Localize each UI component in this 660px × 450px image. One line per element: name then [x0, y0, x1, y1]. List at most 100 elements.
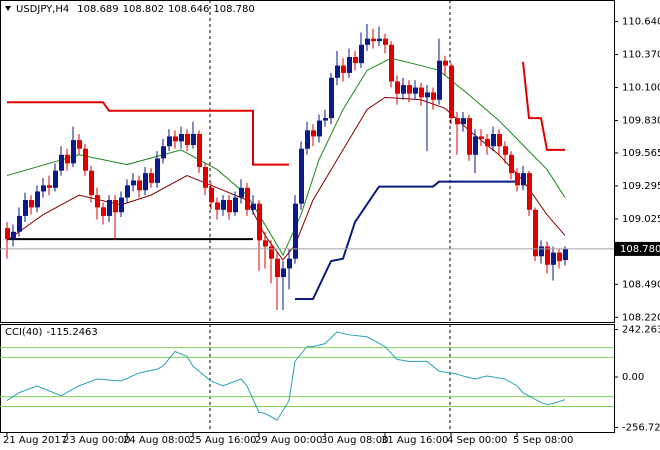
candle-body [371, 38, 376, 42]
candle-body [179, 134, 184, 142]
y-tick-label: 242.2636 [622, 324, 660, 335]
x-tick-label: 30 Aug 08:00 [321, 435, 388, 446]
candle-body [59, 154, 64, 171]
y-tick-label: 110.100 [622, 83, 660, 94]
header-high: 108.802 [123, 4, 164, 15]
candle-body [503, 146, 508, 155]
candle-body [17, 215, 22, 232]
candle-body [407, 85, 412, 94]
candle-body [89, 170, 94, 196]
candle-body [521, 173, 526, 186]
candle-body [257, 203, 262, 241]
candle-body [383, 38, 388, 45]
y-tick-label: 109.565 [622, 148, 660, 159]
current-price-label: 108.780 [620, 244, 660, 255]
indicator-line [7, 61, 565, 166]
candle-body [29, 200, 34, 208]
candle-body [119, 197, 124, 213]
candle-body [497, 134, 502, 147]
candle-body [185, 134, 190, 146]
candle-body [299, 148, 304, 204]
header-low: 108.646 [168, 4, 209, 15]
candle-body [83, 148, 88, 171]
indicator-title: CCI(40) [5, 327, 43, 338]
candle-body [389, 44, 394, 82]
candle-body [203, 167, 208, 188]
candle-body [47, 185, 52, 188]
y-tick-label: 108.490 [622, 279, 660, 290]
candle-body [77, 140, 82, 149]
candle-body [65, 154, 70, 164]
candle-body [431, 92, 436, 100]
candle-body [461, 118, 466, 125]
indicator-header: CCI(40) -115.2463 [5, 327, 98, 338]
x-tick-label: 4 Sep 00:00 [447, 435, 507, 446]
indicator-line [6, 57, 566, 257]
candle-body [221, 200, 226, 210]
header-open: 108.689 [77, 4, 118, 15]
current-price-tag [614, 241, 660, 256]
candle-body [437, 60, 442, 100]
candle-body [197, 134, 202, 168]
candle-body [527, 173, 532, 210]
menu-arrow [5, 6, 11, 11]
candle-body [341, 65, 346, 73]
y-tick-label: 109.830 [622, 116, 660, 127]
candle-body [401, 85, 406, 94]
candle-body [515, 173, 520, 186]
candle-body [5, 228, 10, 240]
y-tick-label: 108.220 [622, 312, 660, 323]
chart-header: USDJPY,H4 108.689 108.802 108.646 108.780 [16, 4, 255, 15]
candle-body [35, 191, 40, 208]
indicator-line [295, 180, 517, 301]
y-tick-label: 110.640 [622, 17, 660, 28]
candle-body [551, 252, 556, 265]
y-tick-label: 109.025 [622, 214, 660, 225]
candle-body [473, 136, 478, 155]
candle-body [53, 170, 58, 188]
candle-body [323, 118, 328, 121]
x-tick-label: 21 Aug 2017 [3, 435, 67, 446]
candle-body [449, 65, 454, 119]
candle-body [359, 44, 364, 64]
candle-body [491, 134, 496, 147]
candle-body [23, 200, 28, 216]
candle-body [311, 130, 316, 137]
candle-body [95, 195, 100, 208]
candle-body [149, 173, 154, 183]
candle-body [155, 158, 160, 183]
candle-body [233, 197, 238, 213]
candle-body [419, 87, 424, 98]
candle-body [101, 207, 106, 216]
candle-body [455, 118, 460, 125]
marks [0, 21, 618, 436]
candle-body [335, 65, 340, 78]
x-tick-label: 25 Aug 16:00 [189, 435, 256, 446]
candle-body [425, 92, 430, 98]
x-tick-label: 23 Aug 00:00 [63, 435, 130, 446]
candle-body [377, 38, 382, 42]
candle-body [353, 57, 358, 64]
candle-body [143, 173, 148, 191]
candle-body [71, 140, 76, 164]
candle-body [485, 138, 490, 147]
candle-body [209, 187, 214, 203]
candle-body [167, 136, 172, 147]
candle-body [365, 38, 370, 45]
candle-body [113, 200, 118, 213]
x-tick-label: 29 Aug 00:00 [255, 435, 322, 446]
candle-body [227, 200, 232, 213]
indicator-value: -115.2463 [46, 327, 97, 338]
indicator-line [6, 96, 566, 261]
candle-body [395, 81, 400, 94]
candle-body [131, 180, 136, 186]
y-tick-label: 110.370 [622, 50, 660, 61]
candle-body [125, 185, 130, 198]
candle-body [263, 240, 268, 247]
cci-panel-frame [0, 324, 615, 433]
candle-body [11, 231, 16, 240]
y-tick-label: -256.7237 [622, 422, 660, 433]
candle-body [287, 258, 292, 269]
